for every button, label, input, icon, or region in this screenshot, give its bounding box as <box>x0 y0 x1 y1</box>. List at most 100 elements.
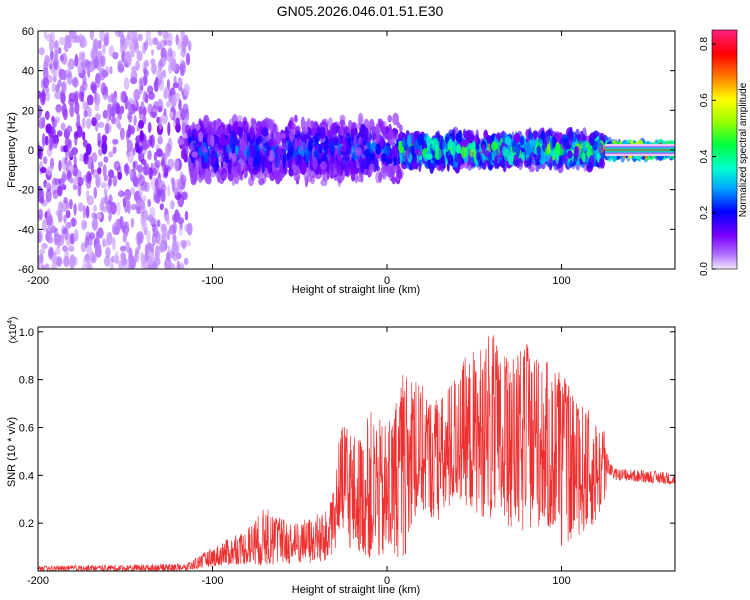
spectrogram-cell <box>536 145 541 155</box>
spectrogram-cell <box>309 139 313 152</box>
spectrogram-cell <box>80 52 85 62</box>
spectrogram-cell <box>91 117 97 127</box>
spectrogram-cell <box>110 117 117 125</box>
spectrogram-cell <box>103 156 109 163</box>
spectrogram-cell <box>356 175 363 182</box>
spectrogram-cell <box>329 171 334 180</box>
spectrogram-cell <box>160 158 165 167</box>
spectrogram-cell <box>86 118 92 130</box>
spectrogram-cell <box>329 154 335 165</box>
spectrogram-cell <box>393 165 398 173</box>
spectrogram-cell <box>151 62 157 75</box>
spectrogram-cell <box>119 127 125 141</box>
spectrogram-cell <box>177 37 182 50</box>
spectrogram-cell <box>83 109 89 118</box>
spectrogram-cell <box>40 196 45 204</box>
spectrogram-cell <box>91 212 96 220</box>
spectrogram-cell <box>246 145 250 158</box>
spectrogram-cell <box>46 33 53 42</box>
y-tick-label: 60 <box>22 26 34 38</box>
spectrogram-cell <box>141 223 148 232</box>
spectrogram-cell <box>524 142 532 156</box>
spectrogram-cell <box>45 188 52 203</box>
spectrogram-cell <box>387 130 395 140</box>
spectrogram-cell <box>127 124 132 138</box>
spectrogram-cell <box>172 220 177 235</box>
spectrogram-cell <box>251 118 257 126</box>
spectrogram-cell <box>159 72 167 80</box>
spectrogram-cell <box>164 150 168 164</box>
y-tick-label: 0.8 <box>19 375 34 387</box>
spectrogram-cell <box>410 161 416 171</box>
spectrogram-cell <box>147 103 153 115</box>
spectrogram-cell <box>109 66 113 75</box>
spectrogram-cell <box>146 263 153 269</box>
spectrogram-cell <box>574 146 580 158</box>
spectrogram-cell <box>147 199 152 208</box>
spectrogram-cell <box>81 81 88 92</box>
spectrogram-cell <box>237 120 243 128</box>
spectrogram-cell <box>549 162 552 171</box>
spectrogram-cell <box>304 147 309 156</box>
spectrogram-cell <box>73 228 79 242</box>
spectrogram-cell <box>163 108 167 117</box>
spectrogram-cell <box>133 89 141 101</box>
spectrogram-cell <box>66 143 71 153</box>
spectrogram-cell <box>392 112 399 126</box>
spectrogram-cell <box>50 263 58 269</box>
spectrogram-cell <box>447 154 454 165</box>
spectrogram-cell <box>296 136 300 147</box>
spectrogram-cell <box>48 248 54 258</box>
spectrogram-cell <box>243 132 247 141</box>
spectrogram-cell <box>237 149 245 160</box>
spectrogram-cell <box>68 245 75 252</box>
spectrogram-cell <box>504 136 511 146</box>
spectrogram-cell <box>165 101 171 108</box>
spectrogram-cell <box>319 126 326 140</box>
spectrogram-cell <box>322 172 329 182</box>
spectrogram-cell <box>179 63 185 72</box>
spectrogram-cell <box>91 83 97 94</box>
spectrogram-cell <box>340 144 347 153</box>
spectrogram-cell <box>64 158 68 166</box>
spectrogram-cell <box>142 195 147 202</box>
spectrogram-cell <box>107 95 112 103</box>
spectrogram-cell <box>120 252 127 261</box>
spectrogram-cell <box>139 112 143 120</box>
colorbar-tick-label: 0.8 <box>699 37 710 51</box>
spectrogram-cell <box>158 116 163 130</box>
spectrogram-cell <box>132 176 139 187</box>
y-tick-label: 0 <box>28 145 34 157</box>
spectrogram-cell <box>371 125 377 133</box>
spectrogram-cell <box>90 31 94 41</box>
spectrogram-cell <box>103 35 110 47</box>
spectrogram-cell <box>123 77 130 91</box>
spectrogram-cell <box>418 159 423 167</box>
spectrogram-cell <box>157 41 162 50</box>
spectrogram-cell <box>558 155 563 169</box>
spectrogram-cell <box>236 115 243 122</box>
spectrogram-cell <box>335 154 342 166</box>
snr-series-line <box>38 335 675 571</box>
colorbar-ticks: 0.0 0.2 0.4 0.6 0.8 <box>699 37 716 276</box>
spectrogram-cell <box>469 148 476 158</box>
spectrogram-cell <box>355 158 362 172</box>
spectrogram-cell <box>401 137 406 148</box>
spectrogram-cell <box>148 255 154 266</box>
spectrogram-cell <box>130 77 138 85</box>
spectrogram-cell <box>210 156 215 166</box>
spectrogram-cell <box>183 257 189 266</box>
spectrogram-cell <box>589 137 595 146</box>
spectrogram-cell <box>461 145 467 159</box>
spectrogram-cell <box>152 37 159 46</box>
spectrogram-cell <box>585 156 589 167</box>
spectrogram-cell <box>108 151 114 158</box>
spectrogram-cell <box>133 115 137 126</box>
spectrogram-cell <box>82 131 86 141</box>
spectrogram-cell <box>130 217 135 228</box>
spectrogram-cell <box>152 223 158 237</box>
spectrogram-cell <box>396 121 401 129</box>
spectrogram-cell <box>66 201 70 210</box>
spectrogram-cell <box>61 81 66 92</box>
spectrogram-cell <box>271 139 278 147</box>
